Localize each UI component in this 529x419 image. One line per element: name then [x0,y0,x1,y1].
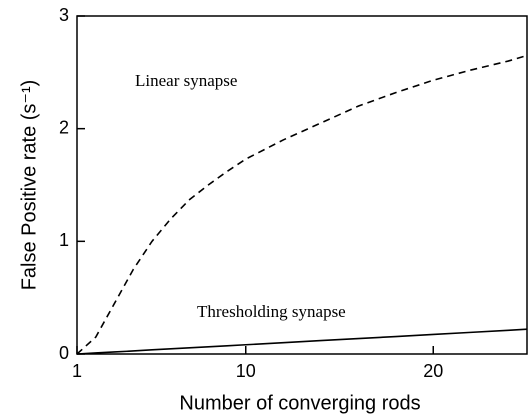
series-line [76,328,528,355]
series-annotation: Linear synapse [135,71,237,90]
y-tick-label: 2 [59,117,69,137]
y-tick-label: 1 [59,230,69,250]
series-annotation: Thresholding synapse [197,302,346,321]
series-line [76,54,528,355]
x-tick-label: 10 [236,361,256,381]
plot-frame [76,15,528,355]
x-tick-label: 1 [72,361,82,381]
y-axis-label: False Positive rate (s⁻¹) [18,80,40,291]
y-tick-label: 0 [59,343,69,363]
x-axis-label: Number of converging rods [179,392,420,414]
y-tick-label: 3 [59,5,69,25]
x-tick-label: 20 [423,361,443,381]
